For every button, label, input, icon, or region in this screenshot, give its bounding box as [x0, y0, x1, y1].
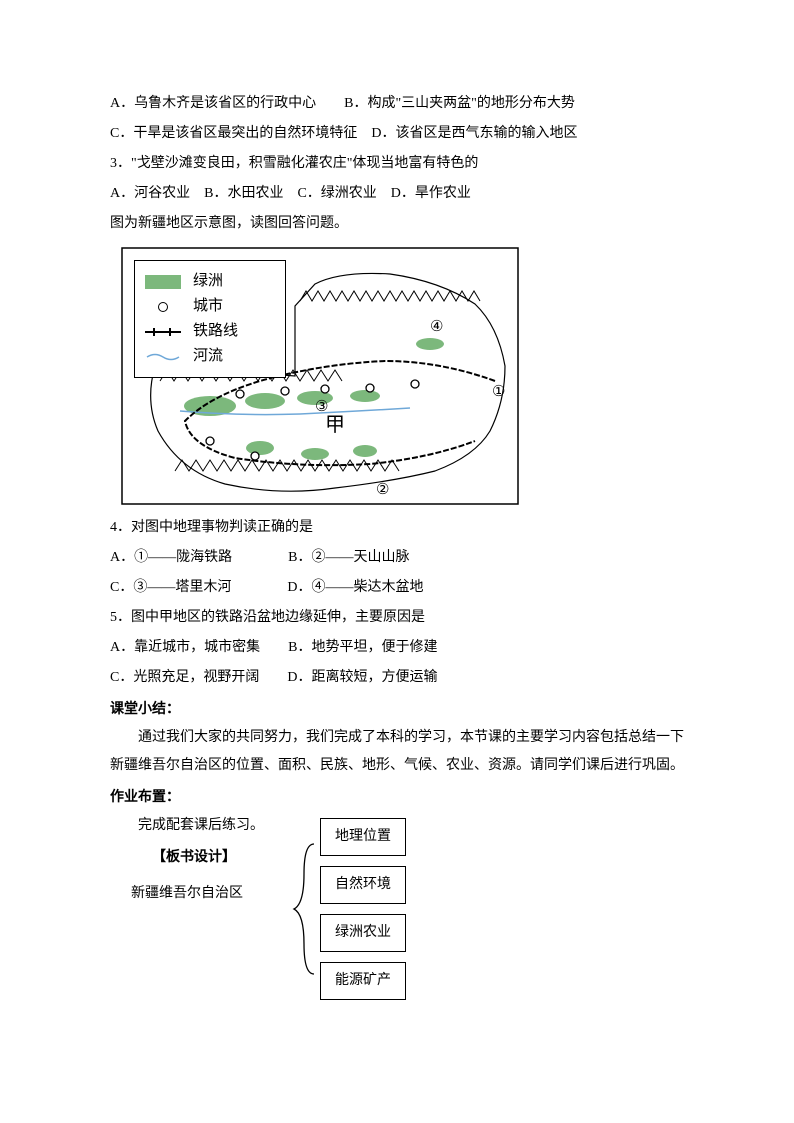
q4-row-ab: A．①——陇海铁路 B．②——天山山脉: [110, 544, 684, 572]
summary-title: 课堂小结：: [110, 694, 684, 722]
summary-body: 通过我们大家的共同努力，我们完成了本科的学习，本节课的主要学习内容包括总结一下新…: [110, 724, 684, 780]
river-symbol: [145, 350, 181, 364]
q4-opt-d: D．④——柴达木盆地: [287, 580, 423, 595]
legend-river-label: 河流: [193, 344, 223, 370]
q2-line-ab: A．乌鲁木齐是该省区的行政中心 B．构成"三山夹两盆"的地形分布大势: [110, 90, 684, 118]
legend-oasis-row: 绿洲: [145, 269, 275, 294]
map-label-1: ①: [492, 384, 505, 400]
rail-symbol: [145, 331, 181, 333]
q5-opt-a: A．靠近城市，城市密集: [110, 640, 260, 655]
board-subject: 新疆维吾尔自治区: [110, 880, 290, 908]
q4-opt-a: A．①——陇海铁路: [110, 550, 232, 565]
map-intro: 图为新疆地区示意图，读图回答问题。: [110, 210, 684, 238]
legend-rail-row: 铁路线: [145, 319, 275, 344]
map-legend: 绿洲 城市 铁路线 河流: [134, 260, 286, 378]
q2-opt-b: B．构成"三山夹两盆"的地形分布大势: [344, 96, 575, 111]
legend-city-row: 城市: [145, 294, 275, 319]
brace-icon: [290, 839, 320, 979]
board-box-3: 绿洲农业: [320, 914, 406, 952]
q5-row-cd: C．光照充足，视野开阔 D．距离较短，方便运输: [110, 664, 684, 692]
legend-city-label: 城市: [193, 294, 223, 320]
q4-opt-c: C．③——塔里木河: [110, 580, 231, 595]
q5-opt-d: D．距离较短，方便运输: [287, 670, 437, 685]
q2-opt-a: A．乌鲁木齐是该省区的行政中心: [110, 96, 316, 111]
q2-opt-d: D．该省区是西气东输的输入地区: [371, 126, 577, 141]
map-label-3: ③: [315, 399, 328, 415]
board-box-1: 地理位置: [320, 818, 406, 856]
board-title: 【板书设计】: [110, 842, 290, 870]
board-box-4: 能源矿产: [320, 962, 406, 1000]
q5-opt-c: C．光照充足，视野开阔: [110, 670, 259, 685]
map-label-4: ④: [430, 319, 443, 335]
homework-title: 作业布置：: [110, 782, 684, 810]
city-symbol: [145, 302, 181, 312]
q3-stem: 3．"戈壁沙滩变良田，积雪融化灌农庄"体现当地富有特色的: [110, 150, 684, 178]
xinjiang-map: 甲 ① ② ③ ④ 绿洲 城市 铁路线 河流: [120, 246, 520, 506]
board-boxes: 地理位置 自然环境 绿洲农业 能源矿产: [320, 818, 406, 1000]
q5-stem: 5．图中甲地区的铁路沿盆地边缘延伸，主要原因是: [110, 604, 684, 632]
q4-row-cd: C．③——塔里木河 D．④——柴达木盆地: [110, 574, 684, 602]
q3-opts: A．河谷农业 B．水田农业 C．绿洲农业 D．旱作农业: [110, 180, 684, 208]
map-label-2: ②: [376, 482, 389, 498]
q2-opt-c: C．干旱是该省区最突出的自然环境特征: [110, 126, 357, 141]
map-label-jia: 甲: [325, 414, 345, 436]
legend-rail-label: 铁路线: [193, 319, 238, 345]
q5-opt-b: B．地势平坦，便于修建: [288, 640, 437, 655]
q4-stem: 4．对图中地理事物判读正确的是: [110, 514, 684, 542]
homework-body: 完成配套课后练习。: [110, 812, 290, 840]
legend-oasis-label: 绿洲: [193, 269, 223, 295]
q2-line-cd: C．干旱是该省区最突出的自然环境特征 D．该省区是西气东输的输入地区: [110, 120, 684, 148]
q5-row-ab: A．靠近城市，城市密集 B．地势平坦，便于修建: [110, 634, 684, 662]
legend-river-row: 河流: [145, 344, 275, 369]
q4-opt-b: B．②——天山山脉: [288, 550, 409, 565]
oasis-swatch: [145, 275, 181, 289]
board-box-2: 自然环境: [320, 866, 406, 904]
